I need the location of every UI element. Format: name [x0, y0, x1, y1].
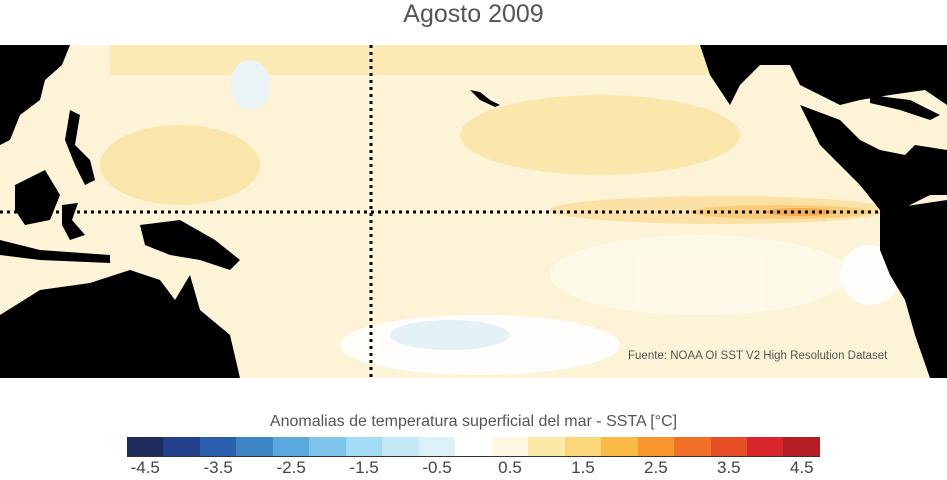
- colorbar-bin: [783, 437, 820, 456]
- cuba: [870, 95, 940, 120]
- colorbar-label: Anomalias de temperatura superficial del…: [269, 413, 678, 430]
- colorbar-tick-label: -1.5: [349, 458, 379, 477]
- colorbar-ticks: -4.5 -3.5 -2.5 -1.5 -0.5 0.5 1.5 2.5 3.5 4.5: [127, 458, 820, 480]
- colorbar-bin: [564, 437, 602, 456]
- colorbar-tick-label: -3.5: [203, 458, 233, 477]
- colorbar-bin: [272, 437, 310, 456]
- colorbar-tick-label: 3.5: [716, 458, 741, 477]
- colorbar-bin: [418, 437, 456, 456]
- sulawesi: [62, 203, 85, 240]
- new-guinea: [140, 220, 240, 270]
- north-america: [700, 45, 947, 105]
- colorbar: [127, 437, 820, 457]
- sst-anomaly-map: [0, 45, 947, 378]
- colorbar-bin: [637, 437, 675, 456]
- colorbar-bin: [199, 437, 237, 456]
- anomaly-patches: [100, 45, 900, 375]
- colorbar-bin: [710, 437, 747, 456]
- colorbar-bin: [236, 437, 273, 456]
- south-america: [880, 200, 947, 378]
- landmasses: [0, 45, 947, 378]
- colorbar-bin: [601, 437, 638, 456]
- colorbar-tick-label: -4.5: [130, 458, 160, 477]
- colorbar-bin: [382, 437, 419, 456]
- colorbar-bin: [491, 437, 529, 456]
- philippines: [65, 110, 95, 185]
- colorbar-tick-label: 2.5: [644, 458, 668, 477]
- colorbar-bin: [746, 437, 784, 456]
- colorbar-tick-label: 0.5: [498, 458, 522, 477]
- central-america: [800, 105, 947, 215]
- hawaii: [470, 90, 500, 107]
- colorbar-tick-label: 1.5: [571, 458, 595, 477]
- asia-mainland: [0, 45, 70, 145]
- colorbar-tick-label: -0.5: [422, 458, 452, 477]
- data-source-note: Fuente: NOAA OI SST V2 High Resolution D…: [628, 350, 888, 362]
- colorbar-bin: [309, 437, 346, 456]
- colorbar-bin: [345, 437, 383, 456]
- colorbar-bin: [127, 437, 164, 456]
- sumatra-java: [0, 240, 110, 263]
- australia: [0, 270, 240, 378]
- colorbar-tick-label: -2.5: [276, 458, 306, 477]
- colorbar-tick-label: 4.5: [789, 458, 814, 477]
- colorbar-bin: [674, 437, 711, 456]
- colorbar-bin: [528, 437, 565, 456]
- borneo: [15, 170, 60, 225]
- colorbar-bin: [163, 437, 200, 456]
- colorbar-bin: [455, 437, 492, 456]
- map-title: Agosto 2009: [403, 0, 544, 28]
